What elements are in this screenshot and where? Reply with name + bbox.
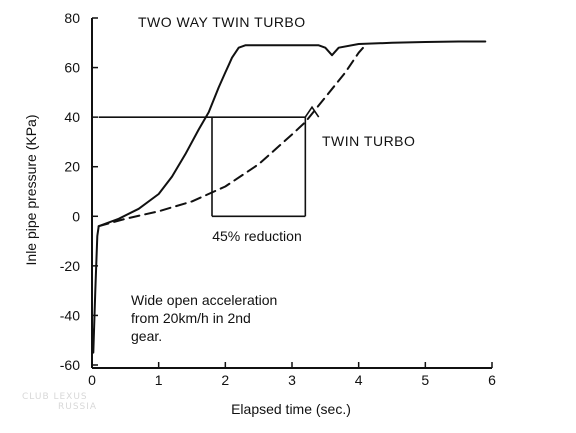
y-tick-label: 60 — [64, 60, 80, 76]
x-axis-title: Elapsed time (sec.) — [231, 401, 351, 417]
series-line-two-way-twin-turbo — [91, 40, 487, 354]
y-tick-label: -60 — [60, 357, 80, 373]
x-tick-label: 0 — [88, 372, 96, 388]
series-group — [91, 40, 487, 354]
x-tick-label: 3 — [288, 372, 296, 388]
x-tick-label: 1 — [155, 372, 163, 388]
series-label-two-way-twin-turbo: TWO WAY TWIN TURBO — [138, 14, 306, 30]
x-tick-label: 4 — [355, 372, 363, 388]
y-tick-label: 40 — [64, 109, 80, 125]
annotation-line-2: from 20km/h in 2nd — [131, 310, 251, 326]
y-ticks: -60 -40 -20 0 20 40 60 80 — [60, 10, 98, 373]
x-tick-label: 5 — [421, 372, 429, 388]
series-label-twin-turbo: TWIN TURBO — [322, 133, 415, 149]
condition-annotation: Wide open acceleration from 20km/h in 2n… — [131, 292, 277, 344]
annotation-line-1: Wide open acceleration — [131, 292, 277, 308]
watermark-line-1: CLUB LEXUS — [22, 392, 88, 402]
y-tick-label: 0 — [72, 208, 80, 224]
watermark-line-2: RUSSIA — [58, 402, 97, 412]
watermark-logo: CLUB LEXUS RUSSIA — [22, 392, 97, 412]
annotation-line-3: gear. — [131, 328, 162, 344]
series-line-twin-turbo — [97, 44, 367, 228]
y-tick-label: 80 — [64, 10, 80, 26]
bracket-label: 45% reduction — [212, 228, 302, 244]
y-axis-title: Inle pipe pressure (KPa) — [23, 115, 39, 266]
y-tick-label: -20 — [60, 258, 80, 274]
y-tick-label: -40 — [60, 307, 80, 323]
x-tick-label: 6 — [488, 372, 496, 388]
reference-group — [98, 105, 320, 118]
reference-bump — [304, 105, 320, 118]
x-tick-label: 2 — [221, 372, 229, 388]
reduction-bracket — [211, 117, 307, 218]
y-tick-label: 20 — [64, 159, 80, 175]
x-ticks: 0 1 2 3 4 5 6 — [88, 362, 496, 388]
